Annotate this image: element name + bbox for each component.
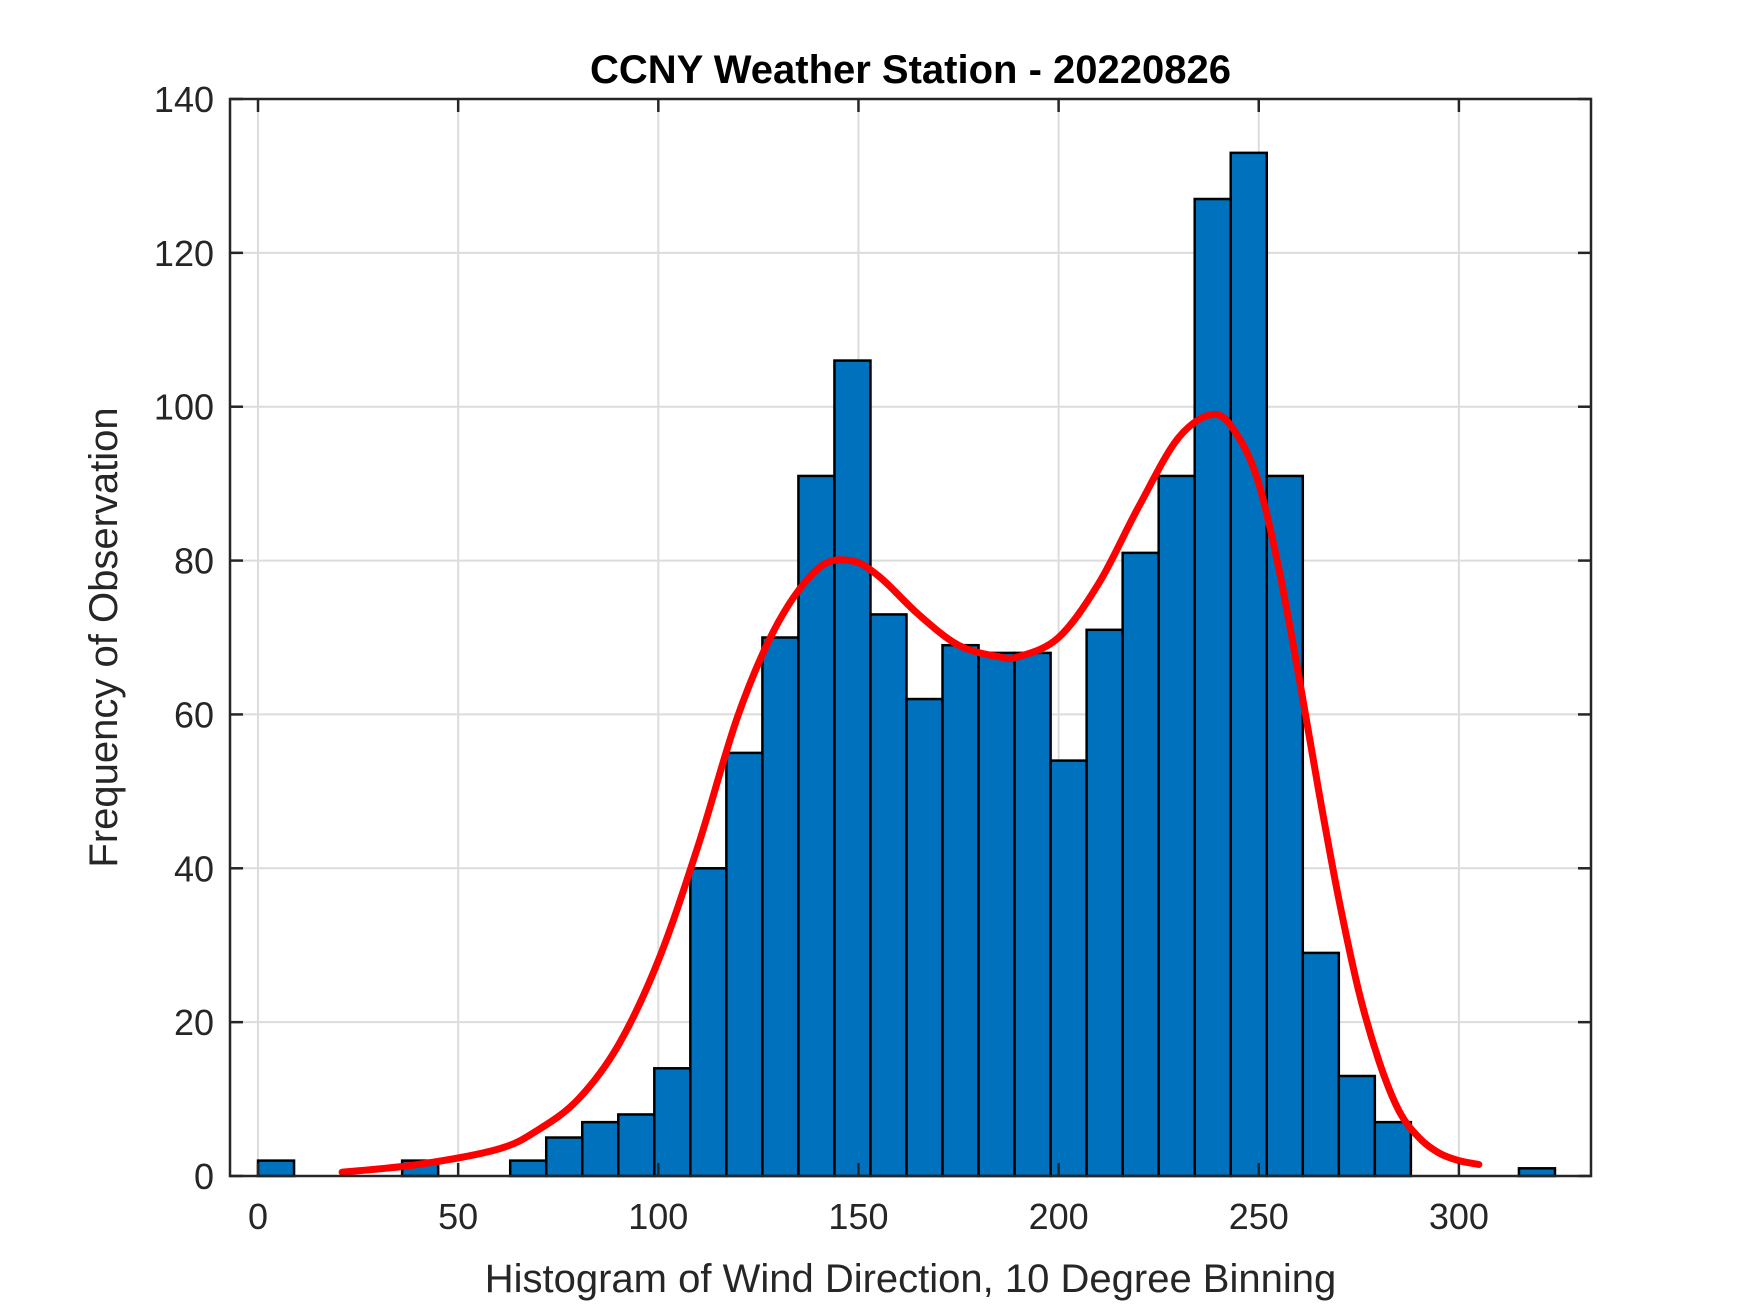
x-tick-label: 0 [248,1196,268,1237]
histogram-bar [617,1113,656,1178]
histogram-bar [1193,197,1232,1178]
y-tick-label: 20 [174,1002,214,1043]
histogram-bar [1301,951,1341,1178]
histogram-bar [1049,759,1088,1178]
histogram-bar [869,613,908,1178]
x-tick-label: 250 [1229,1196,1289,1237]
histogram-bar [508,1159,548,1178]
y-tick-label: 60 [174,694,214,735]
histogram-bar [905,697,944,1178]
y-tick-label: 80 [174,541,214,582]
histogram-bar [833,359,872,1178]
x-tick-label: 100 [628,1196,688,1237]
histogram-bar [1013,651,1052,1178]
histogram-bar [256,1159,296,1178]
y-axis-label: Frequency of Observation [82,407,126,867]
histogram-bar [544,1136,584,1178]
x-tick-label: 150 [828,1196,888,1237]
histogram-bar [761,636,800,1178]
y-tick-label: 140 [154,79,214,120]
histogram-bar [941,643,980,1178]
fit-curve-group [338,410,1483,1176]
histogram-bar [1373,1120,1413,1178]
histogram-bar [653,1067,692,1178]
histogram-bar [1157,474,1196,1178]
axis-ticks: 0 50 100 150 200 250 300 0 20 40 60 80 100 120 140 [154,79,1591,1237]
y-tick-label: 40 [174,848,214,889]
plot-frame [228,97,1593,1178]
histogram-bars [256,151,1557,1178]
chart-title: CCNY Weather Station - 20220826 [590,48,1231,92]
histogram-bar [1337,1074,1377,1178]
histogram-bar [1085,628,1124,1178]
y-tick-label: 100 [154,387,214,428]
histogram-bar [689,867,728,1178]
x-tick-label: 300 [1429,1196,1489,1237]
x-tick-label: 50 [438,1196,478,1237]
x-tick-label: 200 [1029,1196,1089,1237]
histogram-bar [1229,151,1269,1178]
x-axis-label: Histogram of Wind Direction, 10 Degree B… [485,1257,1337,1301]
fit-curve-line [338,410,1483,1176]
histogram-bar [581,1120,620,1178]
histogram-bar [1121,551,1160,1178]
y-tick-label: 0 [194,1156,214,1197]
histogram-bar [977,651,1016,1178]
y-tick-label: 120 [154,233,214,274]
histogram-bar [725,751,764,1178]
